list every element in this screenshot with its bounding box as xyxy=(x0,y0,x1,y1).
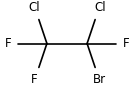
Text: Cl: Cl xyxy=(94,1,106,14)
Text: F: F xyxy=(123,37,129,50)
Text: F: F xyxy=(5,37,11,50)
Text: F: F xyxy=(31,73,38,86)
Text: Cl: Cl xyxy=(28,1,40,14)
Text: Br: Br xyxy=(93,73,106,86)
